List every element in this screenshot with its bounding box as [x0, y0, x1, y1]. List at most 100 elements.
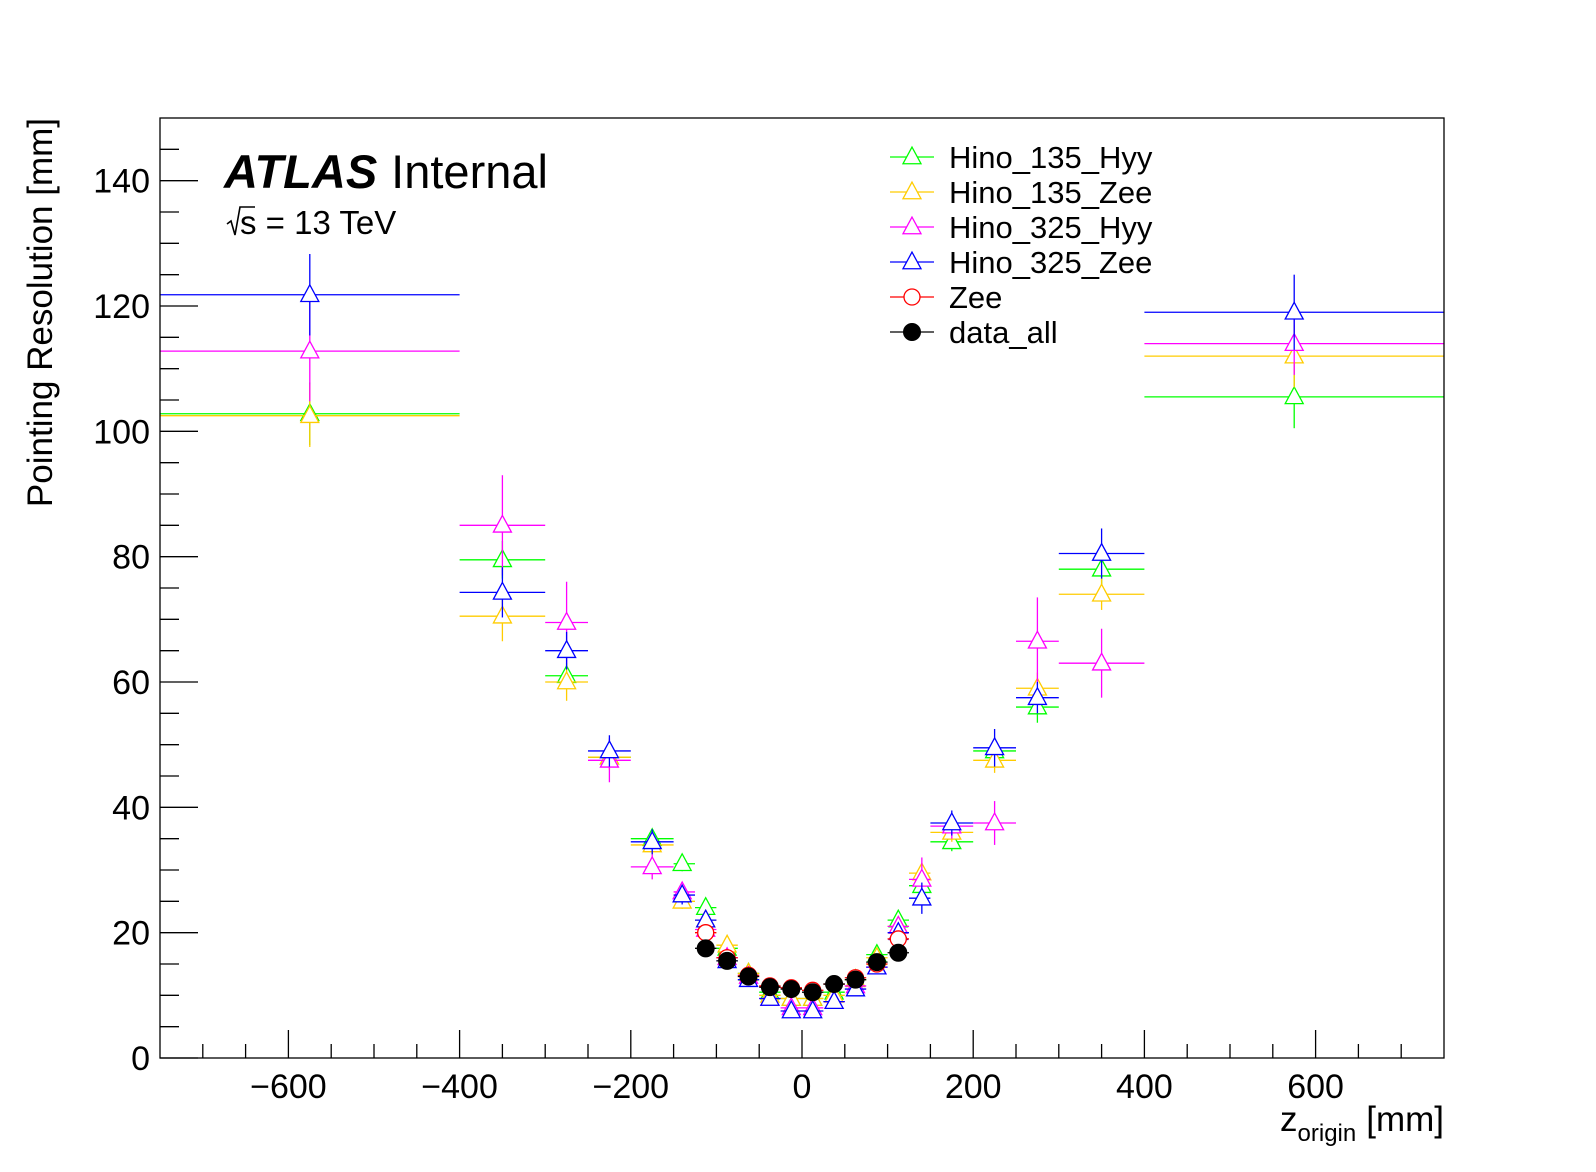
energy-prefix: s [240, 204, 257, 241]
point-marker [492, 514, 513, 533]
series-Hino_325_Zee [160, 253, 1444, 1019]
point-marker [759, 987, 780, 1006]
axes-layer: −600 −400 −200 0 200 400 600 0 20 40 60 80 100 120 140 [93, 148, 1402, 1106]
y-tick-label: 120 [93, 288, 150, 326]
point-marker [1091, 651, 1112, 671]
series-data_all [695, 939, 909, 1002]
data-point [909, 882, 932, 914]
legend: Hino_135_HyyHino_135_ZeeHino_325_HyyHino… [890, 140, 1153, 350]
y-tick-label: 100 [93, 413, 150, 451]
point-marker [889, 943, 908, 962]
data-point [802, 999, 824, 1019]
x-tick-label: 0 [793, 1068, 812, 1106]
point-marker [696, 939, 715, 958]
x-tick-label: −600 [250, 1068, 327, 1106]
data-point [630, 854, 674, 880]
point-marker [672, 883, 693, 903]
x-tick-label: 400 [1116, 1068, 1173, 1106]
data-point [866, 953, 888, 972]
y-tick-label: 20 [112, 915, 150, 953]
data-layer [160, 253, 1444, 1019]
point-marker [1284, 300, 1305, 320]
point-marker [867, 953, 886, 972]
energy-value: = 13 TeV [257, 204, 397, 241]
legend-label: Hino_135_Hyy [949, 140, 1153, 175]
legend-marker [901, 250, 923, 270]
legend-entry: Hino_135_Hyy [890, 140, 1153, 175]
data-point [780, 999, 802, 1019]
atlas-status: Internal [391, 145, 548, 198]
point-marker [825, 975, 844, 994]
data-point [780, 980, 802, 999]
point-marker [556, 639, 577, 659]
data-point [459, 475, 546, 576]
x-axis-label-main: z [1280, 1100, 1298, 1139]
data-point [1016, 597, 1059, 686]
point-marker [1027, 629, 1048, 649]
data-point [759, 987, 781, 1006]
y-tick-label: 80 [112, 539, 150, 577]
legend-entry: Hino_135_Zee [890, 175, 1152, 210]
data-point [973, 729, 1016, 767]
legend-marker [901, 180, 923, 200]
data-point [973, 801, 1016, 845]
y-tick-label: 0 [131, 1040, 150, 1078]
data-point [759, 978, 781, 997]
data-point [672, 883, 695, 905]
point-marker [782, 980, 801, 999]
point-marker [911, 886, 932, 906]
point-marker [824, 990, 845, 1009]
point-marker [781, 999, 802, 1019]
point-marker [599, 739, 620, 759]
point-marker [1091, 542, 1112, 561]
data-point [672, 852, 695, 872]
legend-label: data_all [949, 315, 1058, 350]
point-marker [1091, 582, 1112, 602]
point-marker [672, 852, 693, 872]
data-point [1058, 528, 1145, 579]
data-point [160, 253, 460, 336]
point-marker [1284, 385, 1305, 405]
x-axis-label: zorigin [mm] [1280, 1100, 1444, 1147]
y-tick-label: 140 [93, 163, 150, 201]
data-point [588, 735, 631, 767]
point-marker [492, 581, 513, 600]
y-axis-label: Pointing Resolution [mm] [21, 118, 60, 507]
legend-entry: Zee [890, 280, 1002, 315]
x-tick-label: −200 [593, 1068, 670, 1106]
legend-label: Hino_325_Zee [949, 245, 1152, 280]
x-tick-label: 200 [945, 1068, 1002, 1106]
y-tick-label: 40 [112, 789, 150, 827]
x-axis-label-unit: [mm] [1366, 1100, 1444, 1139]
data-point [1144, 274, 1444, 350]
point-marker [739, 967, 758, 986]
point-marker [642, 855, 663, 875]
legend-entry: Hino_325_Zee [890, 245, 1152, 280]
point-marker [941, 811, 962, 831]
data-point [1016, 682, 1059, 714]
point-marker [299, 404, 320, 424]
data-point [716, 951, 738, 970]
legend-marker [901, 145, 923, 165]
energy-text: s = 13 TeV [240, 204, 396, 241]
point-marker [802, 999, 823, 1019]
data-point [930, 810, 974, 836]
atlas-label: ATLAS Internal [223, 145, 548, 198]
x-tick-label: 600 [1287, 1068, 1344, 1106]
data-point [844, 970, 867, 989]
x-axis-label-subscript: origin [1298, 1120, 1357, 1147]
data-point [1058, 578, 1145, 610]
data-point [695, 939, 717, 958]
data-point [630, 829, 674, 855]
legend-marker [901, 215, 923, 235]
data-point [823, 990, 845, 1009]
atlas-experiment-name: ATLAS [223, 145, 377, 198]
data-point [887, 943, 909, 962]
legend-entry: data_all [890, 315, 1058, 350]
point-marker [803, 983, 822, 1002]
point-marker [718, 951, 737, 970]
legend-label: Hino_135_Zee [949, 175, 1152, 210]
legend-entry: Hino_325_Hyy [890, 210, 1153, 245]
